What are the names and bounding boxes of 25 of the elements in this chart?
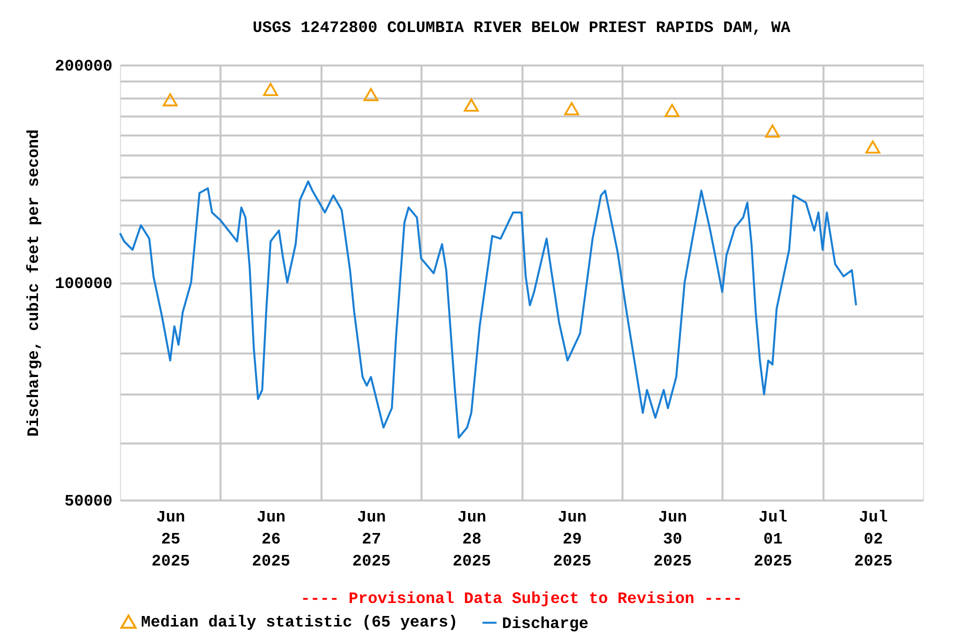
legend-label: Median daily statistic (65 years)	[141, 614, 458, 632]
chart-title: USGS 12472800 COLUMBIA RIVER BELOW PRIEST RAPIDS DAM, WA	[252, 19, 791, 37]
point	[464, 98, 479, 112]
point	[564, 102, 580, 116]
text: ---- Provisional Data Subject to Revision ----	[300, 590, 742, 608]
y-tick-label: 50000	[64, 492, 112, 510]
y-tick-label: 200000	[54, 58, 112, 76]
legend-label: Discharge	[502, 614, 588, 633]
x-tick-label: Jun 25 2025	[151, 508, 190, 570]
x-tick-label: Jun 28 2025	[452, 508, 492, 570]
x-tick-label: Jul 02 2025	[854, 508, 893, 570]
point	[364, 88, 378, 102]
y-axis-title: Discharge, cubic feet per second	[24, 129, 43, 437]
x-tick-label: Jul 01 2025	[754, 508, 792, 570]
point	[765, 124, 780, 138]
point	[263, 82, 278, 96]
line-series	[119, 180, 858, 439]
point	[865, 140, 880, 154]
point	[162, 93, 178, 106]
x-tick-label: Jun 27 2025	[352, 508, 391, 570]
point	[664, 104, 680, 118]
x-tick-label: Jun 30 2025	[653, 508, 692, 570]
y-tick-label: 100000	[54, 275, 112, 293]
x-tick-label: Jun 29 2025	[552, 508, 592, 570]
x-tick-label: Jun 26 2025	[252, 508, 290, 570]
